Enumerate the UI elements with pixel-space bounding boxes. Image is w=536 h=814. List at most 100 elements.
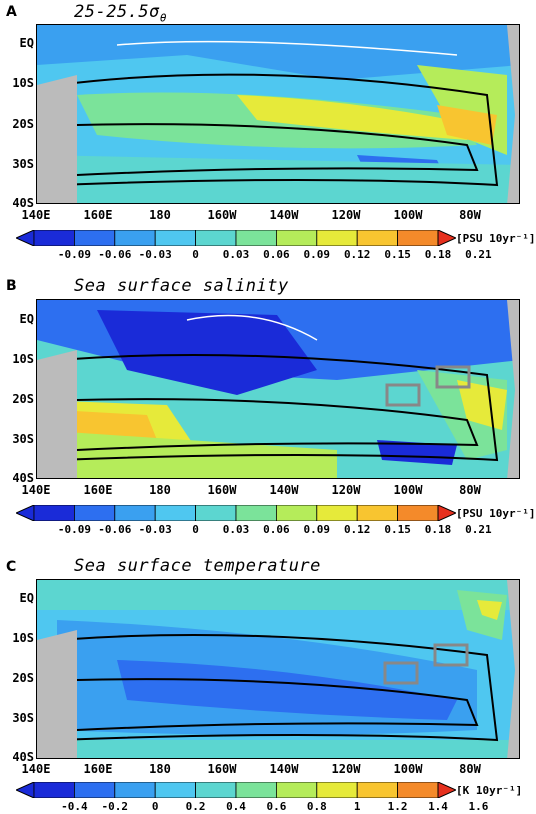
colorbar-swatches	[14, 781, 458, 799]
y-tick: 10S	[12, 76, 34, 90]
x-tick: 80W	[459, 208, 481, 222]
panel-title: Sea surface temperature	[74, 556, 321, 576]
colorbar-swatch	[275, 504, 318, 522]
y-tick: 10S	[12, 631, 34, 645]
colorbar-swatch	[114, 781, 156, 799]
colorbar-swatch	[74, 504, 116, 522]
colorbar-swatch	[397, 229, 439, 247]
colorbar-tick-label: 0.2	[185, 800, 206, 813]
y-tick: 20S	[12, 671, 34, 685]
map-area	[36, 24, 520, 204]
colorbar-low-end	[14, 504, 35, 522]
y-tick: 10S	[12, 352, 34, 366]
x-tick: 140E	[21, 762, 51, 776]
colorbar-swatch	[154, 781, 196, 799]
colorbar-swatch	[195, 781, 237, 799]
colorbar-swatch	[114, 229, 156, 247]
colorbar-swatch	[154, 504, 196, 522]
colorbar-swatch	[397, 781, 439, 799]
x-tick: 100W	[393, 762, 423, 776]
colorbar-tick-label: 0	[151, 800, 159, 813]
colorbar-tick-label: 0.03	[222, 523, 250, 536]
colorbar-swatch	[33, 229, 75, 247]
colorbar-tick-label: -0.09	[57, 248, 91, 261]
colorbar-swatch	[356, 781, 399, 799]
panel-title: 25-25.5σθ	[74, 2, 168, 25]
y-tick: EQ	[19, 36, 34, 50]
colorbar-unit: [PSU 10yr⁻¹]	[456, 232, 536, 245]
colorbar-swatch	[316, 229, 358, 247]
colorbar-swatch	[316, 781, 358, 799]
panel-letter: A	[6, 4, 17, 20]
salinity-map-a	[37, 25, 519, 203]
y-tick: 30S	[12, 432, 34, 446]
colorbar-tick-label: -0.09	[57, 523, 91, 536]
colorbar-unit: [PSU 10yr⁻¹]	[456, 507, 536, 520]
colorbar-swatch	[33, 504, 75, 522]
colorbar-tick-label: -0.03	[138, 523, 172, 536]
colorbar-tick-label: 0.8	[306, 800, 327, 813]
x-tick: 160E	[83, 762, 113, 776]
colorbar-tick-label: 0.06	[263, 248, 290, 261]
y-tick: 40S	[12, 750, 34, 764]
x-tick: 140E	[21, 208, 51, 222]
x-tick: 180	[149, 208, 171, 222]
colorbar-high-end	[437, 504, 458, 522]
temperature-map-c	[37, 580, 519, 758]
colorbar-tick-label: 0.6	[266, 800, 287, 813]
colorbar-tick-label: 0.06	[263, 523, 290, 536]
colorbar-tick-label: -0.03	[138, 248, 172, 261]
colorbar-high-end	[437, 781, 458, 799]
x-tick: 140W	[269, 762, 299, 776]
colorbar-tick-label: 1	[353, 800, 361, 813]
colorbar-swatch	[114, 504, 156, 522]
colorbar-swatch	[195, 229, 237, 247]
x-tick: 160E	[83, 483, 113, 497]
colorbar-unit: [K 10yr⁻¹]	[456, 784, 523, 797]
colorbar-swatch	[356, 229, 399, 247]
x-tick: 120W	[331, 762, 361, 776]
colorbar-swatch	[356, 504, 399, 522]
colorbar-swatches	[14, 504, 458, 522]
colorbar	[14, 781, 458, 799]
panel-a: A 25-25.5σθ EQ 10S 20S 30S 40S 140E 160E…	[0, 0, 536, 270]
colorbar-swatch	[195, 504, 237, 522]
x-tick: 180	[149, 762, 171, 776]
colorbar-tick-label: 0.12	[343, 523, 371, 536]
x-tick: 160W	[207, 483, 237, 497]
x-tick: 160W	[207, 208, 237, 222]
colorbar-swatch	[275, 781, 318, 799]
x-tick: 160W	[207, 762, 237, 776]
x-tick: 180	[149, 483, 171, 497]
map-area	[36, 299, 520, 479]
colorbar-swatch	[74, 229, 116, 247]
y-tick: EQ	[19, 591, 34, 605]
colorbar-low-end	[14, 229, 35, 247]
y-tick: 30S	[12, 157, 34, 171]
panel-b: B Sea surface salinity EQ 10S 20S 30S 40…	[0, 272, 536, 542]
colorbar-tick-label: 1.4	[428, 800, 448, 813]
colorbar-tick-label: 0.18	[424, 248, 452, 261]
colorbar-swatch	[74, 781, 116, 799]
x-tick: 140W	[269, 208, 299, 222]
y-tick: 40S	[12, 471, 34, 485]
colorbar-tick-label: 0.15	[384, 248, 411, 261]
panel-letter: C	[6, 559, 17, 575]
colorbar-swatch	[397, 504, 439, 522]
colorbar-tick-label: -0.06	[98, 523, 132, 536]
colorbar	[14, 229, 458, 247]
x-tick: 100W	[393, 483, 423, 497]
colorbar-swatch	[235, 781, 277, 799]
colorbar	[14, 504, 458, 522]
x-tick: 100W	[393, 208, 423, 222]
y-tick: 40S	[12, 196, 34, 210]
colorbar-tick-label: 0.21	[465, 523, 492, 536]
map-area	[36, 579, 520, 759]
colorbar-tick-label: -0.4	[61, 800, 88, 813]
colorbar-swatch	[275, 229, 318, 247]
colorbar-tick-label: 0.15	[384, 523, 411, 536]
y-tick: 20S	[12, 392, 34, 406]
x-tick: 140W	[269, 483, 299, 497]
colorbar-low-end	[14, 781, 35, 799]
colorbar-tick-label: -0.06	[98, 248, 132, 261]
